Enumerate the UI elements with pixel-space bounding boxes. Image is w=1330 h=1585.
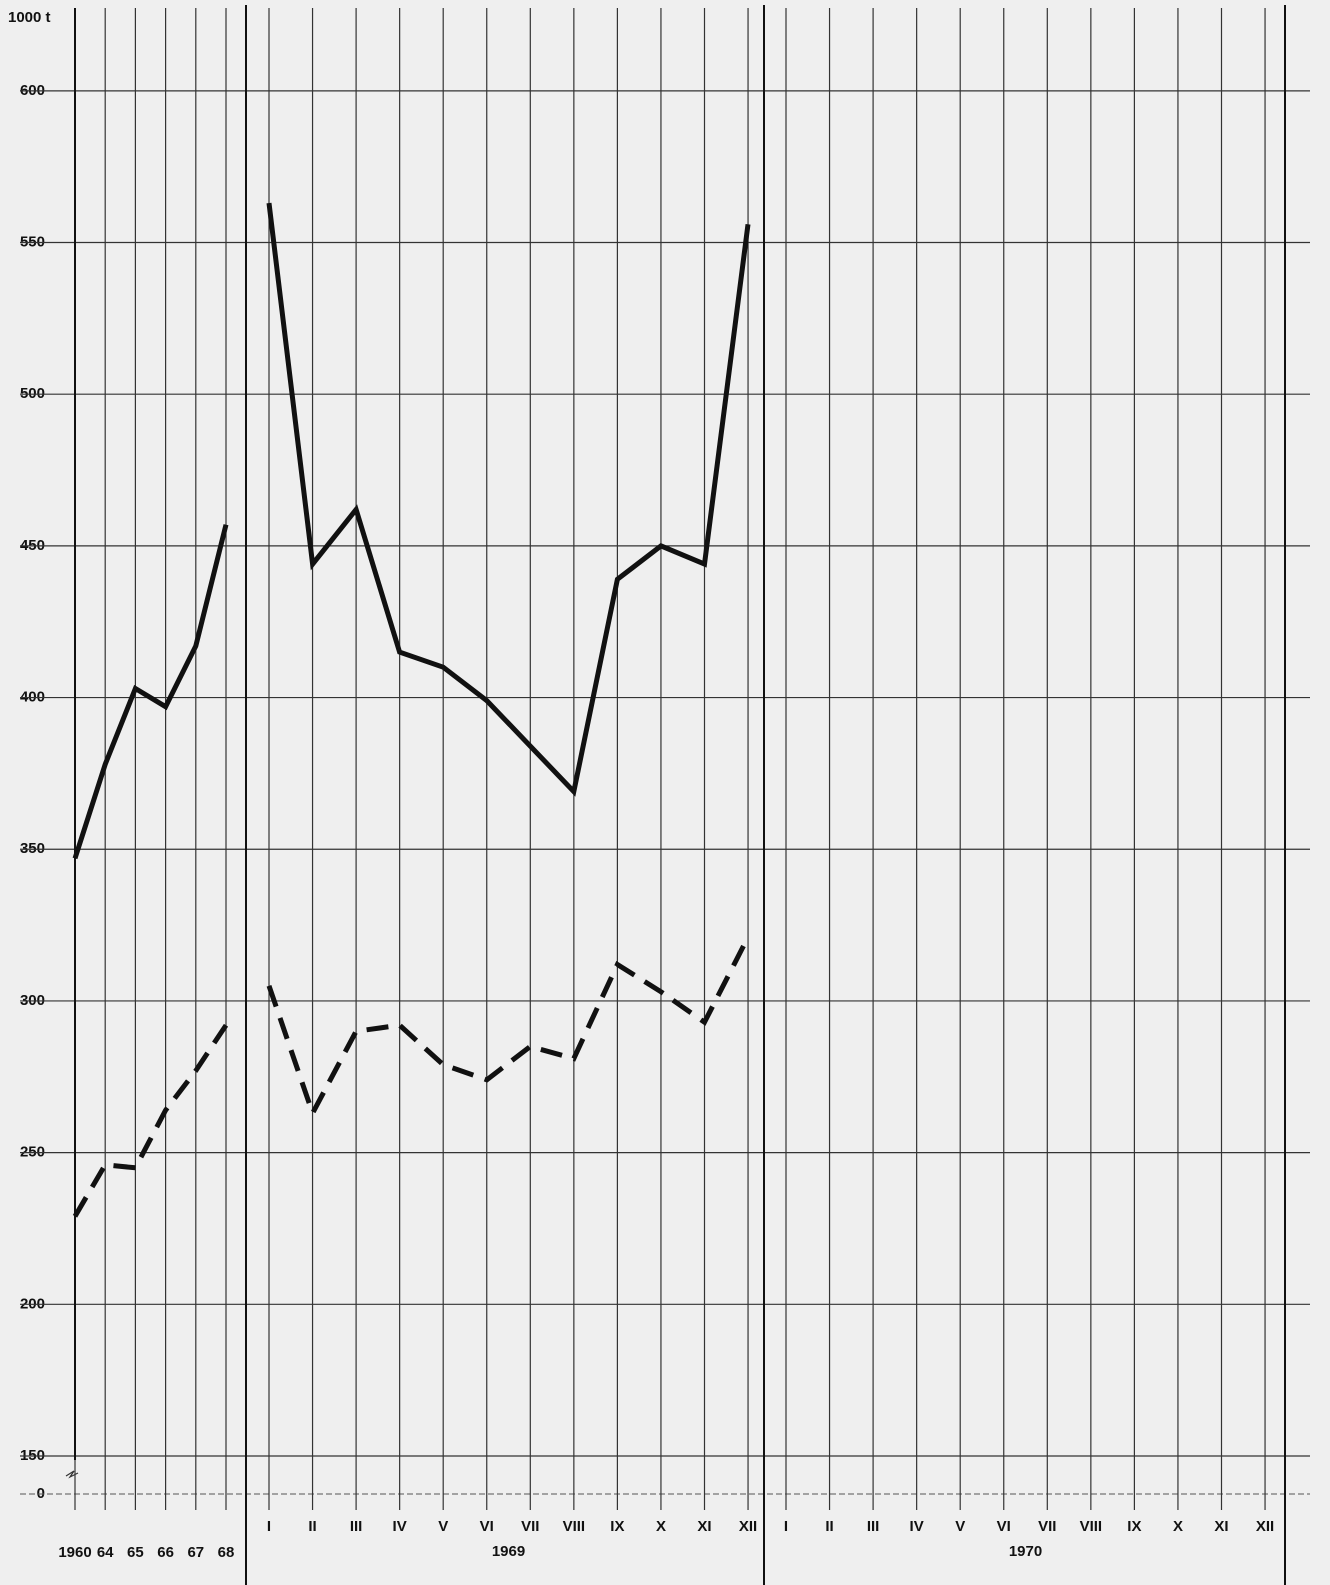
x-tick-label: 65 — [127, 1544, 144, 1561]
series-line — [72, 524, 229, 860]
x-tick-label: VI — [480, 1518, 494, 1535]
x-tick-label: 66 — [157, 1544, 174, 1561]
x-tick-label: I — [784, 1518, 788, 1535]
x-tick-label: VII — [521, 1518, 539, 1535]
x-tick-label: I — [267, 1518, 271, 1535]
group-label: 1970 — [1009, 1543, 1042, 1560]
x-tick-label: 68 — [218, 1544, 235, 1561]
x-tick-label: 1960 — [58, 1544, 91, 1561]
x-tick-label: 64 — [97, 1544, 114, 1561]
x-tick-label: X — [1173, 1518, 1183, 1535]
x-tick-label: III — [350, 1518, 363, 1535]
x-tick-label: XII — [739, 1518, 757, 1535]
series-line — [72, 1023, 229, 1218]
x-tick-label: 67 — [187, 1544, 204, 1561]
x-tick-label: V — [955, 1518, 965, 1535]
x-tick-label: V — [438, 1518, 448, 1535]
x-tick-label: X — [656, 1518, 666, 1535]
x-tick-label: III — [867, 1518, 880, 1535]
series-line — [266, 936, 751, 1120]
x-tick-label: VIII — [1080, 1518, 1103, 1535]
x-tick-label: XI — [697, 1518, 711, 1535]
x-tick-label: XII — [1256, 1518, 1274, 1535]
y-unit-label: 1000 t — [8, 9, 51, 26]
x-tick-label: IV — [910, 1518, 924, 1535]
x-tick-label: VIII — [563, 1518, 586, 1535]
x-tick-label: II — [308, 1518, 316, 1535]
x-tick-label: IX — [610, 1518, 624, 1535]
x-tick-label: II — [825, 1518, 833, 1535]
series-line — [266, 202, 751, 797]
x-tick-label: VII — [1038, 1518, 1056, 1535]
y-tick-label: 0 — [37, 1485, 45, 1502]
x-tick-label: IX — [1127, 1518, 1141, 1535]
x-tick-label: IV — [393, 1518, 407, 1535]
x-tick-label: VI — [997, 1518, 1011, 1535]
x-tick-label: XI — [1214, 1518, 1228, 1535]
group-label: 1969 — [492, 1543, 525, 1560]
axis-break — [65, 1470, 79, 1479]
